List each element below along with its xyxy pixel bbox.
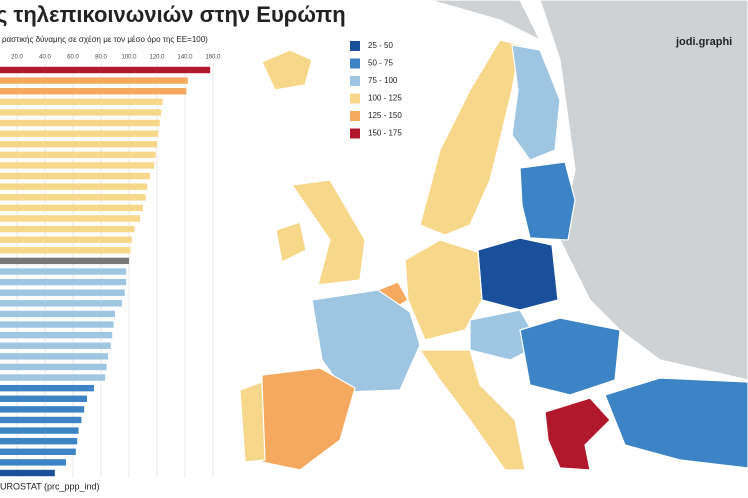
bar bbox=[0, 406, 85, 413]
brand: jodi.graphi bbox=[675, 36, 732, 48]
bar bbox=[0, 77, 188, 84]
bar bbox=[0, 416, 82, 424]
legend-label: 50 - 75 bbox=[368, 59, 393, 68]
bar bbox=[0, 183, 148, 190]
x-tick-label: 120.0 bbox=[149, 55, 165, 61]
bar bbox=[0, 247, 131, 254]
legend-swatch bbox=[350, 58, 360, 69]
baltics bbox=[519, 161, 576, 241]
bar bbox=[0, 331, 113, 339]
bar bbox=[0, 130, 159, 137]
legend-swatch bbox=[350, 128, 360, 139]
subtitle: ραστικής δύναμης σε σχέση με τον μέσο όρ… bbox=[2, 35, 208, 44]
poland bbox=[477, 237, 559, 311]
legend-swatch bbox=[350, 76, 360, 86]
bar bbox=[0, 459, 66, 466]
bar bbox=[0, 194, 146, 201]
bar bbox=[0, 109, 162, 116]
bar bbox=[0, 172, 150, 180]
germany bbox=[404, 239, 483, 341]
bar bbox=[0, 141, 157, 148]
non-eu-land bbox=[539, 0, 748, 381]
bar bbox=[0, 374, 106, 381]
bar bbox=[0, 66, 211, 74]
map bbox=[239, 0, 748, 471]
legend-swatch bbox=[350, 41, 360, 51]
bar bbox=[0, 151, 156, 159]
bar bbox=[0, 363, 107, 371]
turkey bbox=[604, 377, 748, 469]
bar bbox=[0, 278, 127, 286]
bar bbox=[0, 236, 132, 243]
iceland bbox=[261, 49, 313, 91]
title: ς τηλεπικοινωνιών στην Ευρώπη bbox=[0, 2, 346, 27]
legend-label: 100 - 125 bbox=[368, 94, 402, 103]
bar bbox=[0, 310, 115, 318]
x-tick-label: 60.0 bbox=[67, 55, 79, 61]
sweden bbox=[419, 39, 521, 236]
legend-label: 150 - 175 bbox=[368, 129, 402, 138]
bar bbox=[0, 225, 135, 233]
x-tick-label: 20.0 bbox=[11, 55, 23, 61]
ireland bbox=[275, 221, 307, 263]
bar bbox=[0, 437, 78, 445]
bar bbox=[0, 427, 79, 434]
legend-label: 25 - 50 bbox=[368, 41, 393, 50]
legend-label: 75 - 100 bbox=[368, 76, 398, 85]
bar bbox=[0, 289, 125, 296]
france bbox=[311, 289, 421, 393]
bar bbox=[0, 384, 94, 392]
greece bbox=[544, 397, 611, 471]
bar bbox=[0, 98, 163, 106]
source: UROSTAT (prc_ppp_ind) bbox=[0, 481, 100, 491]
bar bbox=[0, 300, 122, 307]
bar bbox=[0, 321, 114, 328]
x-tick-label: 80.0 bbox=[95, 55, 107, 61]
chart-panel bbox=[0, 52, 225, 480]
legend-swatch bbox=[350, 93, 360, 104]
southeast-europe bbox=[519, 317, 621, 396]
non-eu-land bbox=[429, 0, 542, 42]
bar bbox=[0, 215, 141, 222]
uk bbox=[290, 179, 366, 286]
x-tick-label: 40.0 bbox=[39, 55, 51, 61]
italy bbox=[418, 349, 526, 471]
bar bbox=[0, 268, 127, 275]
x-tick-label: 160.0 bbox=[205, 55, 221, 61]
bar bbox=[0, 469, 55, 477]
bar bbox=[0, 395, 87, 402]
bar bbox=[0, 162, 155, 169]
bar bbox=[0, 448, 76, 455]
portugal bbox=[239, 381, 266, 463]
bar bbox=[0, 353, 108, 360]
bar bbox=[0, 119, 160, 127]
legend-swatch bbox=[350, 111, 360, 121]
x-tick-label: 140.0 bbox=[177, 55, 193, 61]
bar bbox=[0, 88, 187, 95]
spain bbox=[261, 367, 356, 471]
bar bbox=[0, 342, 111, 349]
bar bbox=[0, 204, 143, 212]
x-tick-label: 100.0 bbox=[121, 55, 137, 61]
legend-label: 125 - 150 bbox=[368, 111, 402, 120]
bar bbox=[0, 257, 129, 265]
finland bbox=[511, 44, 561, 161]
